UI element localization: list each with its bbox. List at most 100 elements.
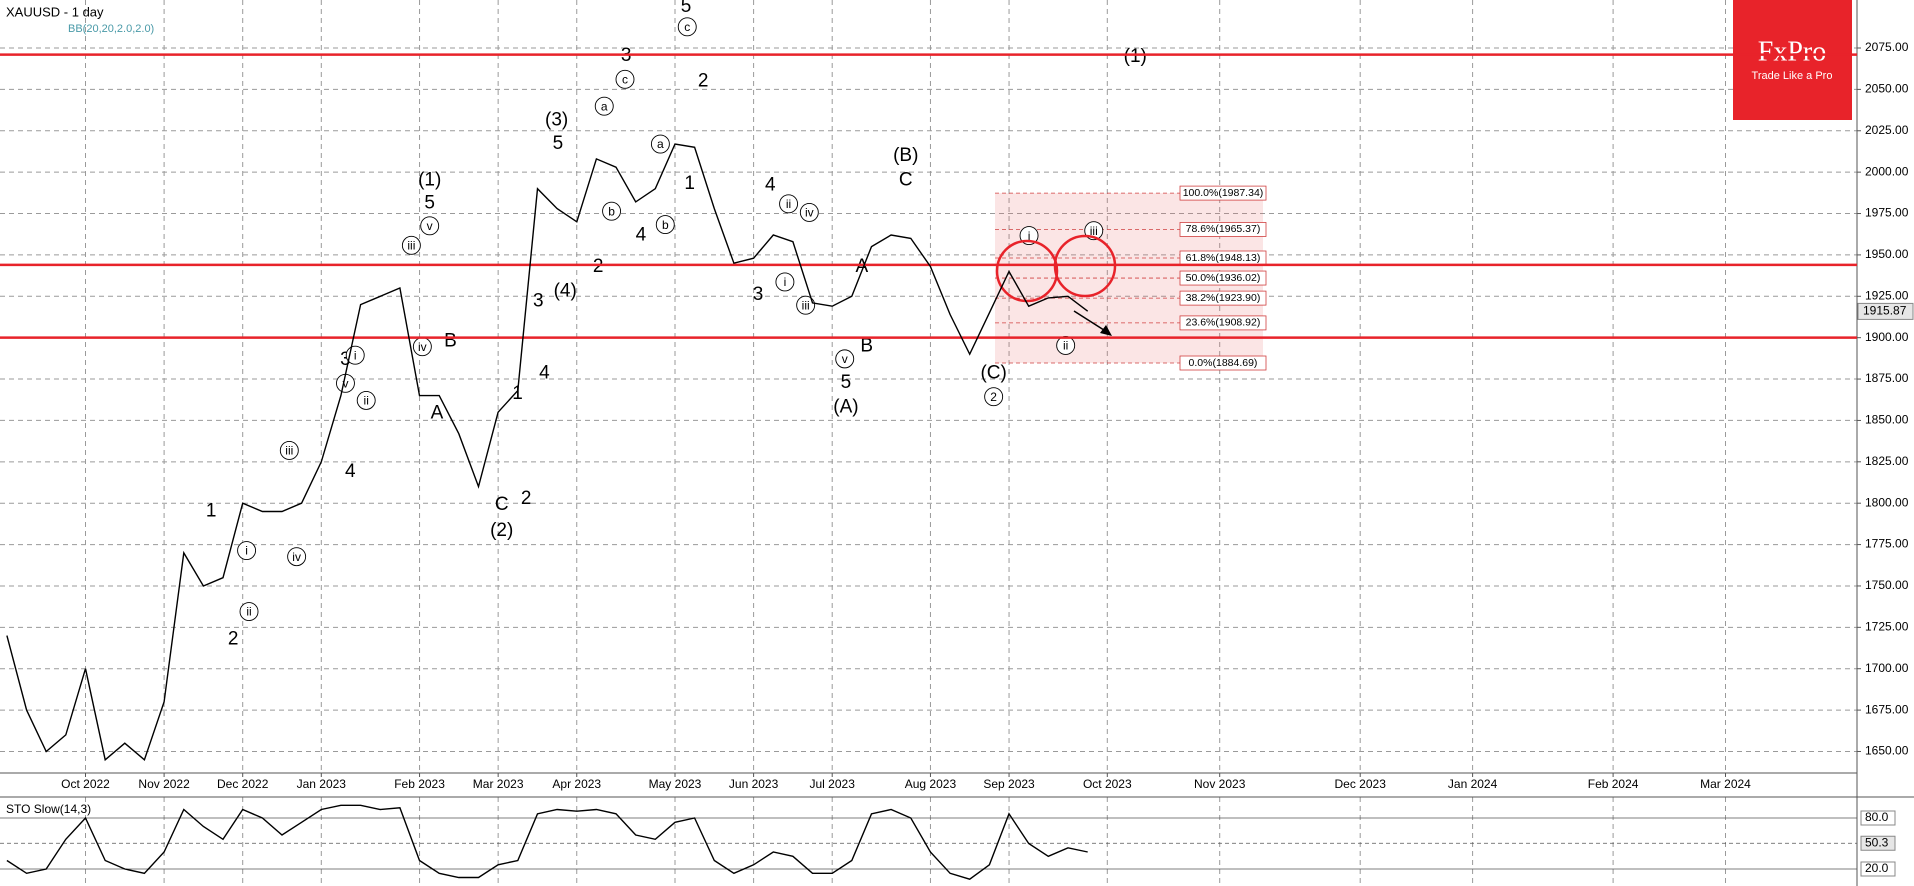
wave-label-minor: iv <box>292 550 301 564</box>
y-tick-label: 1800.00 <box>1865 495 1909 509</box>
wave-label: B <box>444 331 457 352</box>
logo: FxPro <box>1758 36 1826 67</box>
x-tick-label: Mar 2024 <box>1700 777 1751 791</box>
wave-label: 4 <box>765 174 776 195</box>
wave-label-minor: a <box>601 99 608 113</box>
wave-label-minor: iii <box>407 239 415 253</box>
wave-label: 4 <box>345 461 356 482</box>
wave-label-minor: ii <box>1063 339 1068 353</box>
wave-label-minor: 2 <box>990 390 997 404</box>
y-tick-label: 1700.00 <box>1865 661 1909 675</box>
wave-label: C <box>899 169 913 190</box>
wave-label-minor: c <box>684 20 690 34</box>
wave-label: 4 <box>636 224 647 245</box>
x-tick-label: Sep 2023 <box>983 777 1035 791</box>
wave-circle <box>239 602 259 622</box>
arrow-head <box>1100 325 1112 336</box>
wave-label-minor: iv <box>418 340 427 354</box>
wave-circle <box>799 202 819 222</box>
x-tick-label: Apr 2023 <box>552 777 601 791</box>
wave-label-minor: iii <box>285 444 293 458</box>
fibonacci-label-box <box>1179 270 1267 286</box>
wave-label: 5 <box>841 372 852 393</box>
wave-label-minor: i <box>784 275 787 289</box>
wave-label: C <box>495 494 509 515</box>
wave-label: (4) <box>554 281 577 302</box>
y-tick-label: 2075.00 <box>1865 40 1909 54</box>
wave-circle <box>602 201 622 221</box>
fibonacci-label-box <box>1179 222 1267 237</box>
wave-label: B <box>860 335 873 356</box>
x-tick-label: Dec 2022 <box>217 777 269 791</box>
x-tick-label: Mar 2023 <box>473 777 524 791</box>
wave-label: A <box>431 403 444 424</box>
wave-label: 2 <box>698 71 709 92</box>
wave-circle <box>984 387 1004 407</box>
wave-label-minor: b <box>608 204 615 218</box>
wave-label-minor: i <box>354 348 357 362</box>
highlight-circle <box>995 239 1059 303</box>
forecast-arrow <box>1073 310 1108 333</box>
wave-circle <box>356 390 376 410</box>
wave-circle <box>401 235 421 255</box>
y-tick-label: 1775.00 <box>1865 537 1909 551</box>
wave-label: 2 <box>228 628 239 649</box>
y-tick-label: 1750.00 <box>1865 578 1909 592</box>
wave-circle <box>775 272 795 292</box>
wave-circle <box>835 349 855 369</box>
wave-circle <box>655 215 675 235</box>
logo-box <box>1733 0 1852 120</box>
wave-label: 2 <box>521 488 532 509</box>
wave-label: (1) <box>1124 46 1147 67</box>
wave-label-minor: ii <box>364 394 369 408</box>
y-tick-label: 1725.00 <box>1865 620 1909 634</box>
y-tick-label: 1675.00 <box>1865 702 1909 716</box>
wave-label-minor: i <box>1028 229 1031 243</box>
wave-label-minor: ii <box>246 605 251 619</box>
y-tick-label: 2000.00 <box>1865 164 1909 178</box>
wave-label-minor: v <box>842 352 848 366</box>
indicator-label: BB(20,20,2.0,2.0) <box>68 23 154 35</box>
wave-circle <box>237 541 257 560</box>
wave-circle <box>677 17 697 37</box>
wave-label: 5 <box>681 0 692 17</box>
wave-label-minor: a <box>657 137 664 151</box>
x-tick-label: Feb 2024 <box>1588 777 1639 791</box>
last-price-box <box>1857 302 1914 320</box>
wave-label-minor: ii <box>786 197 791 211</box>
wave-label: (1) <box>418 169 441 190</box>
y-tick-label: 1825.00 <box>1865 454 1909 468</box>
y-tick-label: 2050.00 <box>1865 82 1909 96</box>
wave-circle <box>287 547 307 567</box>
indicator-tick-box <box>1860 861 1896 877</box>
wave-label: (A) <box>833 397 858 418</box>
y-tick-label: 1975.00 <box>1865 206 1909 220</box>
logo-tagline: Trade Like a Pro <box>1752 70 1833 82</box>
x-tick-label: Oct 2022 <box>61 777 110 791</box>
fibonacci-label: 100.0%(1987.34) <box>1183 187 1264 199</box>
wave-label-minor: b <box>662 218 669 232</box>
stochastic-line <box>6 804 1088 880</box>
x-tick-label: Feb 2023 <box>394 777 445 791</box>
wave-label: (3) <box>545 110 568 131</box>
x-tick-label: Dec 2023 <box>1335 777 1387 791</box>
x-tick-label: Aug 2023 <box>905 777 957 791</box>
wave-label: 1 <box>684 173 695 194</box>
wave-label-minor: iv <box>805 206 814 220</box>
wave-label: 5 <box>424 193 435 214</box>
fibonacci-label: 0.0%(1884.69) <box>1189 357 1258 369</box>
main-layer: 100.0%(1987.34) 78.6%(1965.37) 61.8%(1948.… <box>206 0 1267 649</box>
indicator-tick-box <box>1860 810 1896 826</box>
wave-circle <box>279 440 299 460</box>
wave-label: 2 <box>593 256 604 277</box>
wave-label-minor: iii <box>802 298 810 312</box>
indicator-tick-label: 20.0 <box>1865 861 1889 875</box>
x-tick-label: Nov 2022 <box>138 777 190 791</box>
y-tick-label: 1950.00 <box>1865 247 1909 261</box>
wave-circle <box>420 216 440 236</box>
last-price-label: 1915.87 <box>1863 304 1907 318</box>
indicator-value-label: 50.3 <box>1865 835 1889 849</box>
price-line <box>6 143 1089 762</box>
